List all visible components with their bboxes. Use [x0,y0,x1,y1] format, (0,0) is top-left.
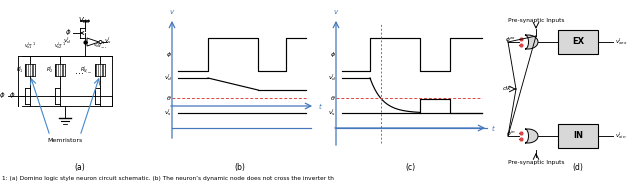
Text: Pre-synaptic Inputs: Pre-synaptic Inputs [508,160,564,165]
Text: (d): (d) [573,163,584,172]
Text: $v_{xin}^l$: $v_{xin}^l$ [615,131,627,141]
Text: $t$: $t$ [318,101,323,111]
Text: $\theta$: $\theta$ [166,94,172,102]
Text: (b): (b) [235,163,245,172]
Text: $v_s^l$: $v_s^l$ [328,108,336,118]
Text: $v_d^l$: $v_d^l$ [328,73,336,83]
Text: $v_s^l$: $v_s^l$ [104,36,112,46]
FancyBboxPatch shape [95,64,105,76]
Text: $v_s^l$: $v_s^l$ [164,108,172,118]
Text: $R_2^l$: $R_2^l$ [46,65,53,75]
Text: $v_d^l$: $v_d^l$ [63,36,71,46]
Text: $V_{dd}$: $V_{dd}$ [79,16,92,26]
Text: $R_1^l$: $R_1^l$ [16,65,23,75]
Polygon shape [525,129,538,143]
Text: $\theta$: $\theta$ [330,94,336,102]
Text: clk: clk [503,86,512,92]
Text: $\phi$: $\phi$ [65,27,71,37]
Text: (a): (a) [75,163,85,172]
Text: $\phi^{in}$: $\phi^{in}$ [506,129,516,139]
Text: 1: (a) Domino logic style neuron circuit schematic. (b) The neuron’s dynamic nod: 1: (a) Domino logic style neuron circuit… [2,176,334,181]
Text: EX: EX [572,38,584,46]
Text: $v_{x1}^{l-1}$: $v_{x1}^{l-1}$ [24,40,36,51]
Text: (c): (c) [405,163,415,172]
Polygon shape [525,35,538,49]
Text: IN: IN [573,132,583,140]
Text: Memristors: Memristors [47,138,83,143]
Text: $v$: $v$ [169,8,175,16]
Text: $t$: $t$ [491,123,496,133]
Text: Pre-synaptic Inputs: Pre-synaptic Inputs [508,18,564,23]
Text: $v_{x2}^{l-1}$: $v_{x2}^{l-1}$ [54,40,66,51]
FancyBboxPatch shape [558,30,598,54]
FancyBboxPatch shape [55,64,65,76]
FancyBboxPatch shape [558,124,598,148]
FancyBboxPatch shape [25,64,35,76]
Text: $\phi$: $\phi$ [330,50,336,59]
Text: $R_{N_{l-1}}^l$: $R_{N_{l-1}}^l$ [80,64,93,76]
Text: $v_d^l$: $v_d^l$ [163,73,172,83]
Text: $\phi$: $\phi$ [0,90,5,100]
Text: $v$: $v$ [333,8,339,16]
Text: $\phi^{ex}$: $\phi^{ex}$ [505,35,516,45]
Text: $\phi$: $\phi$ [8,90,15,100]
Text: ...: ... [76,66,84,76]
Text: $v_{xex}^l$: $v_{xex}^l$ [615,37,628,47]
Text: $\phi$: $\phi$ [166,50,172,59]
Text: $v_{xN_{l-1}}^{l-1}$: $v_{xN_{l-1}}^{l-1}$ [93,40,107,51]
